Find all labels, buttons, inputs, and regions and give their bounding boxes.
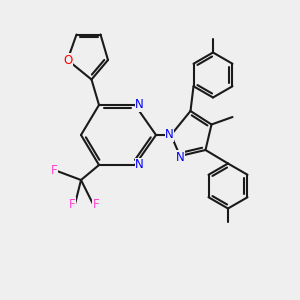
Text: O: O xyxy=(63,53,72,67)
Text: N: N xyxy=(135,158,144,172)
Text: F: F xyxy=(93,197,99,211)
Text: N: N xyxy=(135,98,144,112)
Text: F: F xyxy=(51,164,57,178)
Text: N: N xyxy=(176,151,184,164)
Text: F: F xyxy=(69,197,75,211)
Text: N: N xyxy=(165,128,174,142)
